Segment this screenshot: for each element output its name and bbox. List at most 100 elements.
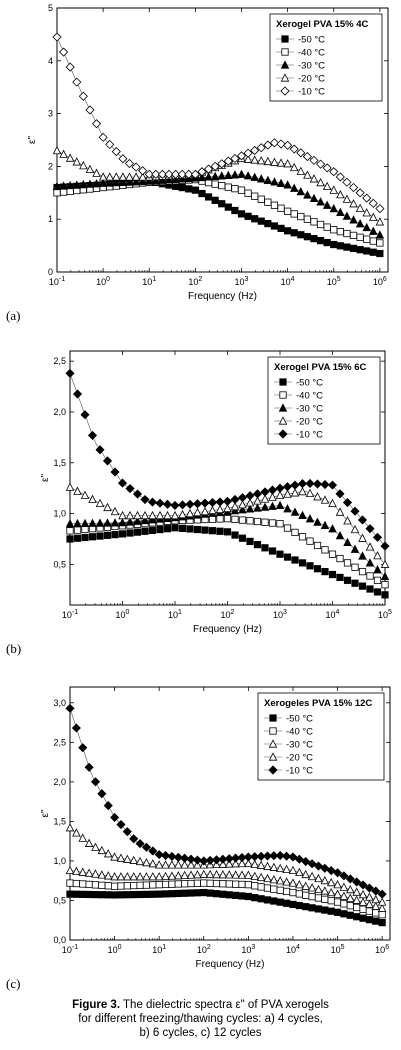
caption-label: Figure 3. [72,999,121,1011]
data-point [339,891,349,900]
data-point [164,169,174,179]
y-tick-label: 0,0 [53,935,66,945]
data-point [110,882,119,890]
data-point [275,490,285,499]
data-point [203,164,214,174]
x-tick-label: 106 [373,276,387,287]
x-tick-label: 103 [235,276,249,287]
data-point [312,479,323,489]
data-point [305,488,315,498]
data-point [238,500,247,509]
data-point [103,849,113,858]
data-point [375,217,385,226]
data-point [230,501,240,511]
data-point [219,880,227,888]
data-point [353,913,361,921]
data-point [380,559,390,568]
data-point [151,176,161,185]
data-point [283,159,292,168]
data-point [358,551,367,560]
data-point [261,544,269,552]
data-point [349,244,358,252]
data-point [148,526,157,534]
legend-marker [278,416,288,425]
x-tick-label: 106 [375,944,389,955]
data-point [204,193,213,201]
data-point [167,851,177,861]
data-point [246,517,254,525]
data-point [90,777,101,787]
data-point [333,898,342,906]
data-point [297,212,305,221]
data-point [84,868,94,877]
data-point [352,887,361,896]
x-tick-label: 105 [378,609,392,620]
data-point [369,212,378,221]
data-point [250,859,259,868]
data-point [263,884,272,892]
data-point [65,368,75,378]
data-point [225,880,233,888]
data-point [186,854,196,864]
data-point [343,559,352,567]
data-point [342,497,353,508]
data-point [302,152,312,162]
data-point [256,872,266,882]
data-point [301,869,310,879]
data-point [323,223,331,231]
data-point [267,485,278,495]
data-point [372,909,380,917]
data-point [336,573,344,582]
data-point [212,879,221,888]
data-point [142,881,151,889]
chart-c: 10-1 100 101 102 103 104 105 106 0,0 0,5 1,0 1,5 2,0… [6,686,391,991]
data-point [73,518,82,528]
data-point [174,860,183,869]
data-point [236,151,247,161]
data-point [96,532,104,540]
data-point [306,537,314,545]
data-point [238,892,246,900]
data-point [186,860,196,869]
data-point [125,177,134,186]
data-point [373,588,382,596]
data-point [294,854,304,864]
data-point [174,871,183,880]
data-point [358,897,368,906]
data-point [65,180,75,190]
data-point [72,866,81,875]
data-point [252,489,263,499]
data-point [291,556,299,564]
data-point [123,872,132,881]
data-point [245,504,255,513]
data-point [257,156,266,165]
data-point [244,881,252,889]
y-tick-label: 5 [48,3,53,13]
data-point [111,531,119,539]
data-point [376,249,384,258]
data-point [219,890,227,898]
data-point [283,553,292,561]
data-point [167,860,177,869]
y-tick-label: 3,0 [53,698,66,708]
data-point [357,515,368,525]
data-point [218,870,228,879]
data-point [306,562,314,570]
data-point [231,185,239,193]
data-point [141,527,149,535]
data-point [88,518,97,527]
data-point [72,828,81,837]
data-point [369,248,377,256]
data-point [138,172,147,181]
legend-marker [268,752,278,761]
data-point [80,410,90,420]
series-1 [66,879,386,919]
legend-entry: -10 °C [286,766,313,777]
y-tick-label: 1,0 [53,856,66,866]
data-point [377,897,387,906]
data-point [130,881,138,890]
legend-entry: -10 °C [296,430,323,441]
data-point [98,172,108,181]
legend-box [267,356,381,445]
data-point [276,898,284,906]
